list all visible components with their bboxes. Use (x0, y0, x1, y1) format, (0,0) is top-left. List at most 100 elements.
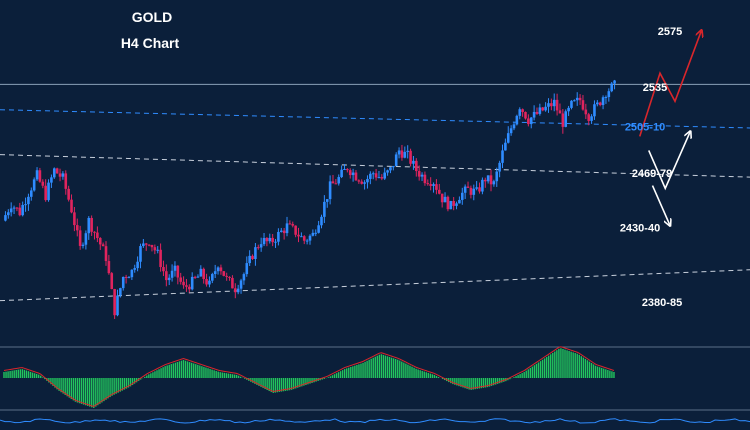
level-label: 2535 (643, 82, 667, 94)
candle-body (495, 171, 499, 182)
candle-body (279, 230, 283, 232)
candle-body (550, 103, 553, 107)
candle-body (458, 199, 461, 204)
candle-body (4, 215, 7, 221)
forecast-arrows (638, 31, 702, 225)
candle-body (613, 80, 616, 84)
candle-body (504, 142, 507, 151)
forecast-path (648, 132, 690, 191)
candle-body (354, 172, 358, 181)
candle-body (50, 177, 53, 183)
candle-body (107, 261, 111, 274)
candle-body (199, 268, 203, 277)
candle-body (440, 193, 444, 203)
candle-body (564, 111, 568, 127)
candle-body (383, 172, 387, 179)
candle-body (509, 128, 513, 134)
candle-body (429, 184, 432, 186)
candle-body (262, 237, 266, 245)
candle-body (156, 249, 160, 251)
candle-body (124, 276, 128, 278)
candle-body (165, 271, 168, 281)
candle-body (242, 274, 246, 281)
candle-body (406, 150, 409, 152)
candle-body (236, 288, 240, 293)
candle-body (268, 237, 272, 242)
candle-body (392, 165, 395, 168)
candle-body (98, 237, 102, 245)
candle-body (35, 170, 39, 180)
candle-body (593, 104, 596, 117)
candle-body (188, 286, 191, 290)
candle-body (512, 124, 516, 129)
candle-body (288, 223, 292, 225)
candle-body (9, 208, 13, 213)
candle-body (297, 234, 300, 237)
candle-body (492, 181, 496, 185)
candle-body (15, 207, 19, 209)
oscillator-panel (3, 346, 615, 408)
candle-body (167, 277, 171, 281)
candles (4, 79, 616, 319)
candle-body (185, 285, 188, 287)
candle-body (389, 167, 392, 171)
candle-body (340, 169, 343, 178)
candle-body (12, 207, 16, 209)
candle-body (84, 233, 88, 245)
candle-body (216, 267, 220, 272)
candle-body (116, 295, 119, 316)
candle-body (380, 177, 384, 179)
candle-body (463, 186, 467, 193)
candle-body (55, 168, 59, 174)
candle-body (58, 173, 62, 177)
candle-body (110, 273, 114, 290)
candle-body (323, 201, 326, 217)
candle-body (208, 280, 211, 285)
candle-body (501, 150, 504, 163)
level-label: 2505-10 (625, 122, 665, 134)
candle-body (70, 199, 73, 213)
candle-body (578, 97, 582, 101)
trendlines (0, 83, 750, 302)
candle-body (219, 267, 223, 272)
candle-body (305, 240, 309, 242)
candle-body (587, 114, 591, 121)
candle-body (7, 212, 10, 216)
price-levels: 2575 2535 2505-10 2469-79 2430-40 2380-85 (620, 26, 682, 309)
candle-body (328, 181, 332, 200)
candle-body (233, 288, 237, 293)
candle-body (415, 160, 418, 172)
chart-title: GOLD (132, 9, 172, 25)
chart-subtitle: H4 Chart (121, 35, 180, 51)
candle-body (147, 244, 151, 246)
candle-body (119, 288, 122, 296)
candle-body (590, 116, 593, 121)
forecast-path (638, 31, 702, 137)
candle-body (524, 111, 527, 119)
candle-body (366, 178, 369, 183)
candle-body (271, 237, 274, 243)
candle-body (173, 265, 177, 271)
level-label: 2575 (658, 26, 682, 38)
candle-body (176, 265, 180, 278)
candle-body (170, 270, 174, 278)
candle-body (377, 177, 381, 179)
bottom-indicator (0, 418, 750, 424)
candle-body (320, 216, 323, 226)
candle-body (386, 170, 389, 173)
candle-body (598, 102, 602, 106)
candle-body (291, 224, 295, 226)
candle-body (472, 188, 476, 195)
trendline-white-lower (0, 269, 750, 302)
candle-body (265, 237, 269, 242)
candle-body (277, 231, 280, 242)
candle-body (78, 230, 82, 246)
candle-body (52, 168, 56, 178)
candle-body (302, 236, 306, 241)
candle-body (371, 173, 375, 175)
candle-body (469, 187, 473, 195)
candle-body (159, 249, 162, 268)
candle-body (409, 150, 412, 164)
candle-body (601, 97, 605, 106)
candle-body (294, 225, 297, 235)
